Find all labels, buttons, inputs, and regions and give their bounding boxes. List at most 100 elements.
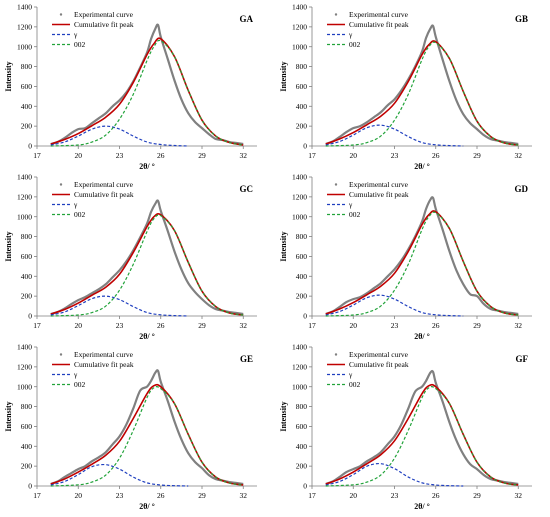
x-tick-label: 20 <box>350 491 358 500</box>
experimental-curve-line <box>50 23 244 146</box>
x-axis-label: 2θ/ ° <box>414 332 430 341</box>
legend-label: Experimental curve <box>74 10 134 19</box>
y-tick-label: 200 <box>296 292 308 301</box>
x-tick-label: 17 <box>308 491 316 500</box>
x-tick-label: 26 <box>157 491 165 500</box>
x-tick-label: 20 <box>350 151 358 160</box>
y-tick-label: 1400 <box>292 3 307 12</box>
y-tick-label: 800 <box>296 62 308 71</box>
y-tick-label: 600 <box>21 422 33 431</box>
legend-item-experimental: Experimental curve <box>334 10 409 19</box>
legend-item-experimental: Experimental curve <box>59 350 134 359</box>
experimental-curve-line <box>325 196 519 316</box>
y-tick-label: 400 <box>21 442 33 451</box>
gamma-peak-line <box>50 295 189 317</box>
legend-label: Cumulative fit peak <box>74 360 134 369</box>
legend-item-experimental: Experimental curve <box>59 10 134 19</box>
y-tick-label: 200 <box>21 292 33 301</box>
x-tick-label: 26 <box>432 321 440 330</box>
legend-swatch-dot <box>334 353 338 356</box>
x-tick-label: 26 <box>157 321 165 330</box>
y-tick-label: 1400 <box>292 343 307 352</box>
chart-panel-gd: 0 200 400 600 800 1000 1200 1400 17 20 23 26 29 32 2θ/… <box>279 173 532 341</box>
legend-label: 002 <box>349 210 361 219</box>
y-tick-label: 1200 <box>17 192 32 201</box>
legend-label: γ <box>73 30 78 39</box>
peak-002-line <box>325 386 519 487</box>
legend-label: γ <box>73 200 78 209</box>
x-tick-label: 29 <box>198 491 206 500</box>
gamma-peak-line <box>50 125 189 147</box>
y-tick-label: 200 <box>21 122 33 131</box>
gamma-peak-line <box>325 462 464 487</box>
y-axis-label: Intensity <box>4 401 13 431</box>
legend-label: 002 <box>74 380 86 389</box>
legend-label: γ <box>73 370 78 379</box>
legend-item-002: 002 <box>327 210 361 219</box>
legend-label: Cumulative fit peak <box>349 360 409 369</box>
legend-label: Cumulative fit peak <box>74 20 134 29</box>
cumulative-fit-line <box>50 383 244 486</box>
legend-item-002: 002 <box>327 40 361 49</box>
legend-label: Cumulative fit peak <box>349 190 409 199</box>
y-tick-label: 1000 <box>17 382 32 391</box>
y-tick-label: 1400 <box>17 343 32 352</box>
legend-label: 002 <box>349 40 361 49</box>
x-tick-label: 20 <box>350 321 358 330</box>
legend-swatch-dot <box>59 13 63 16</box>
legend-item-fit: Cumulative fit peak <box>327 360 409 369</box>
legend-swatch-dot <box>334 13 338 16</box>
gamma-peak-line <box>325 124 464 147</box>
y-tick-label: 200 <box>296 462 308 471</box>
x-tick-label: 17 <box>308 321 316 330</box>
x-tick-label: 32 <box>515 491 523 500</box>
x-tick-label: 23 <box>116 491 124 500</box>
x-tick-label: 23 <box>116 321 124 330</box>
x-axis-label: 2θ/ ° <box>139 162 155 171</box>
y-tick-label: 800 <box>21 402 33 411</box>
x-tick-label: 26 <box>432 151 440 160</box>
experimental-curve-line <box>50 199 244 316</box>
x-tick-label: 32 <box>240 151 248 160</box>
x-tick-label: 32 <box>240 321 248 330</box>
x-tick-label: 26 <box>432 491 440 500</box>
y-tick-label: 1000 <box>17 42 32 51</box>
legend-item-002: 002 <box>52 210 86 219</box>
x-axis-label: 2θ/ ° <box>414 162 430 171</box>
legend-item-fit: Cumulative fit peak <box>52 360 134 369</box>
y-tick-label: 200 <box>21 462 33 471</box>
x-tick-label: 26 <box>157 151 165 160</box>
legend-item-002: 002 <box>52 40 86 49</box>
x-tick-label: 32 <box>240 491 248 500</box>
chart-panel-ga: 0 200 400 600 800 1000 1200 1400 17 20 23 26 29 32 2θ/… <box>4 3 257 171</box>
chart-panel-gb: 0 200 400 600 800 1000 1200 1400 17 20 23 26 29 32 2θ/… <box>279 3 532 171</box>
y-tick-label: 600 <box>21 82 33 91</box>
legend-label: Experimental curve <box>349 180 409 189</box>
x-tick-label: 23 <box>116 151 124 160</box>
y-tick-label: 0 <box>28 482 32 491</box>
y-tick-label: 800 <box>296 402 308 411</box>
y-tick-label: 0 <box>303 142 307 151</box>
panel-label: GB <box>515 14 528 24</box>
legend-item-fit: Cumulative fit peak <box>52 190 134 199</box>
cumulative-fit-line <box>50 212 244 316</box>
legend-item-experimental: Experimental curve <box>334 180 409 189</box>
x-tick-label: 23 <box>391 321 399 330</box>
y-tick-label: 0 <box>303 312 307 321</box>
y-tick-label: 0 <box>303 482 307 491</box>
legend-item-gamma: γ <box>52 200 78 209</box>
y-tick-label: 1000 <box>292 212 307 221</box>
cumulative-fit-line <box>325 40 519 146</box>
legend-item-gamma: γ <box>327 30 353 39</box>
legend-item-gamma: γ <box>327 200 353 209</box>
legend-item-gamma: γ <box>52 30 78 39</box>
legend-item-002: 002 <box>52 380 86 389</box>
gamma-peak-line <box>325 294 464 317</box>
x-axis-label: 2θ/ ° <box>139 332 155 341</box>
cumulative-fit-line <box>325 383 519 486</box>
chart-panel-ge: 0 200 400 600 800 1000 1200 1400 17 20 23 26 29 32 2θ/… <box>4 343 257 511</box>
y-tick-label: 0 <box>28 142 32 151</box>
x-tick-label: 23 <box>391 151 399 160</box>
y-tick-label: 800 <box>296 232 308 241</box>
x-tick-label: 32 <box>515 321 523 330</box>
